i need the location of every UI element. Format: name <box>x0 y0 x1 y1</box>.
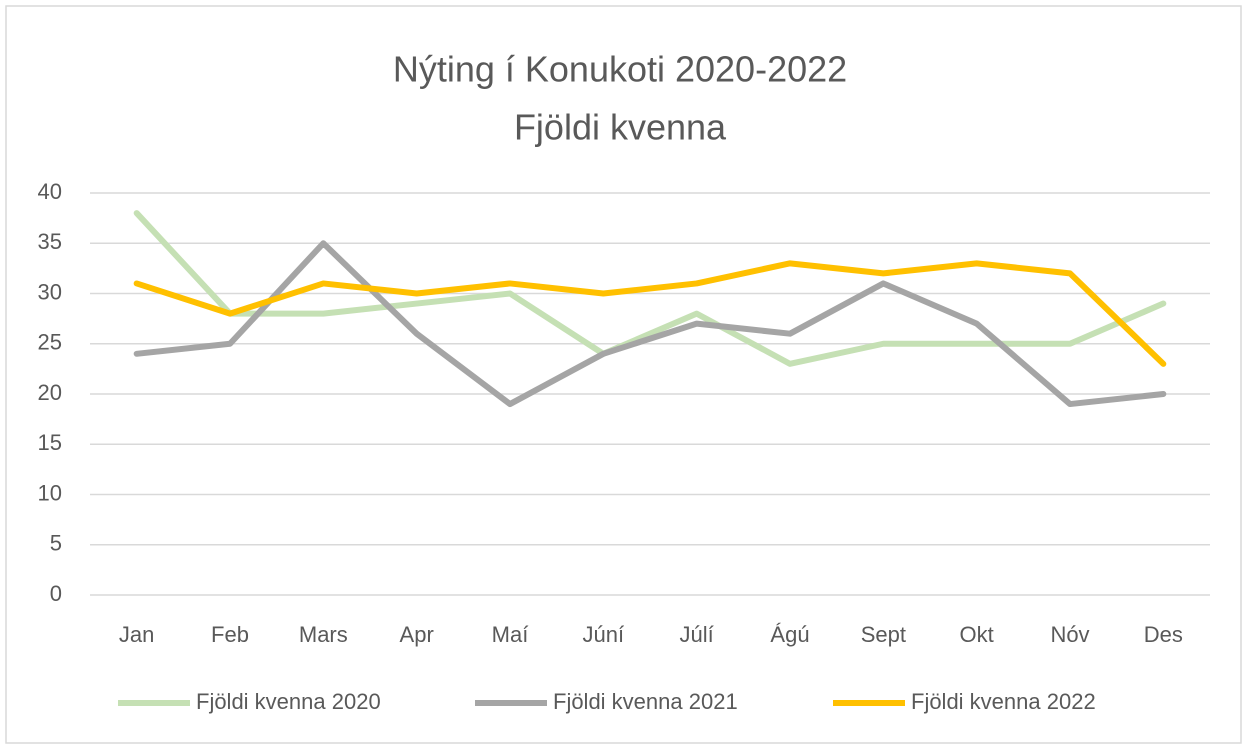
x-tick-label: Ágú <box>770 622 809 647</box>
chart-subtitle: Fjöldi kvenna <box>514 107 727 148</box>
y-tick-label: 5 <box>50 531 62 556</box>
x-tick-label: Nóv <box>1050 622 1089 647</box>
series-line <box>133 240 1167 408</box>
y-tick-label: 30 <box>38 279 62 304</box>
y-tick-label: 25 <box>38 330 62 355</box>
y-tick-label: 35 <box>38 229 62 254</box>
legend-label: Fjöldi kvenna 2021 <box>553 689 738 714</box>
y-tick-label: 0 <box>50 581 62 606</box>
x-tick-label: Júlí <box>680 622 714 647</box>
chart-title: Nýting í Konukoti 2020-2022 <box>393 49 847 90</box>
legend-label: Fjöldi kvenna 2020 <box>196 689 381 714</box>
y-tick-label: 20 <box>38 380 62 405</box>
x-tick-label: Feb <box>211 622 249 647</box>
x-tick-label: Mars <box>299 622 348 647</box>
x-tick-label: Apr <box>400 622 434 647</box>
series-line <box>133 260 1167 367</box>
x-tick-label: Des <box>1144 622 1183 647</box>
y-tick-label: 15 <box>38 430 62 455</box>
x-tick-label: Okt <box>960 622 994 647</box>
x-tick-label: Sept <box>861 622 906 647</box>
series-line <box>133 210 1167 367</box>
legend-label: Fjöldi kvenna 2022 <box>911 689 1096 714</box>
x-tick-label: Jan <box>119 622 154 647</box>
y-tick-label: 40 <box>38 179 62 204</box>
x-tick-label: Maí <box>492 622 529 647</box>
y-tick-label: 10 <box>38 480 62 505</box>
x-tick-label: Júní <box>583 622 625 647</box>
